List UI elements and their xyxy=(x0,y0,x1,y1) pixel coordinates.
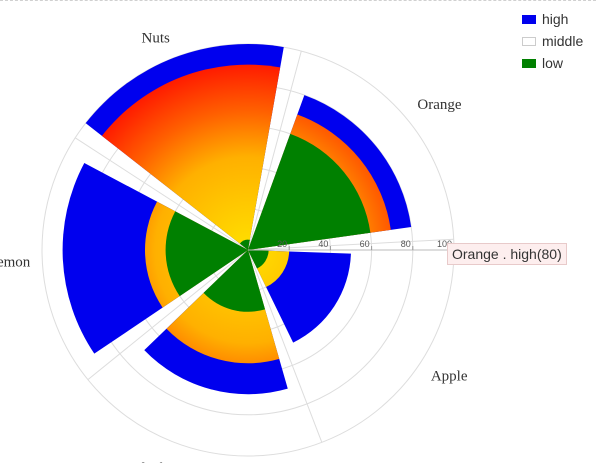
sector-low-lemon[interactable] xyxy=(165,211,248,297)
legend-label-low: low xyxy=(542,55,564,71)
grid-spoke xyxy=(74,137,249,251)
category-labels: Orange Apple Blueberry Lemon Nuts xyxy=(0,30,468,463)
grid-spoke xyxy=(247,238,454,251)
sector-low-nuts[interactable] xyxy=(239,239,250,250)
legend-swatch-high xyxy=(522,14,536,24)
radial-tick-label: 100 xyxy=(437,239,452,249)
legend-item-low[interactable]: low xyxy=(522,52,583,74)
radial-tick-label: 80 xyxy=(401,239,411,249)
legend-label-middle: middle xyxy=(542,33,584,49)
category-label-blueberry: Blueberry xyxy=(132,461,192,463)
sector-low-blueberry[interactable] xyxy=(203,250,266,312)
radial-tick-label: 20 xyxy=(277,239,287,249)
grid-spoke xyxy=(247,249,323,443)
sectors xyxy=(62,44,412,395)
legend-swatch-low xyxy=(522,58,536,68)
legend-item-high[interactable]: high xyxy=(522,8,583,30)
grid-spoke xyxy=(247,50,302,251)
radial-tick-label: 60 xyxy=(360,239,370,249)
category-label-nuts: Nuts xyxy=(142,30,171,46)
legend: high middle low xyxy=(522,8,583,74)
sector-low-orange[interactable] xyxy=(248,133,371,250)
category-label-lemon: Lemon xyxy=(0,254,31,270)
sector-low-apple[interactable] xyxy=(248,250,269,269)
legend-item-middle[interactable]: middle xyxy=(522,30,583,52)
sector-middle-nuts[interactable] xyxy=(101,64,281,250)
category-label-apple: Apple xyxy=(431,369,468,385)
radial-tick-label: 40 xyxy=(318,239,328,249)
top-dashed-border xyxy=(0,0,596,1)
category-label-orange: Orange xyxy=(417,97,461,113)
legend-label-high: high xyxy=(542,11,569,27)
tooltip: Orange . high(80) xyxy=(447,243,567,265)
grid-spoke xyxy=(87,249,249,381)
legend-swatch-middle xyxy=(522,36,536,46)
radial-axis: 20 40 60 80 100 xyxy=(248,239,455,251)
